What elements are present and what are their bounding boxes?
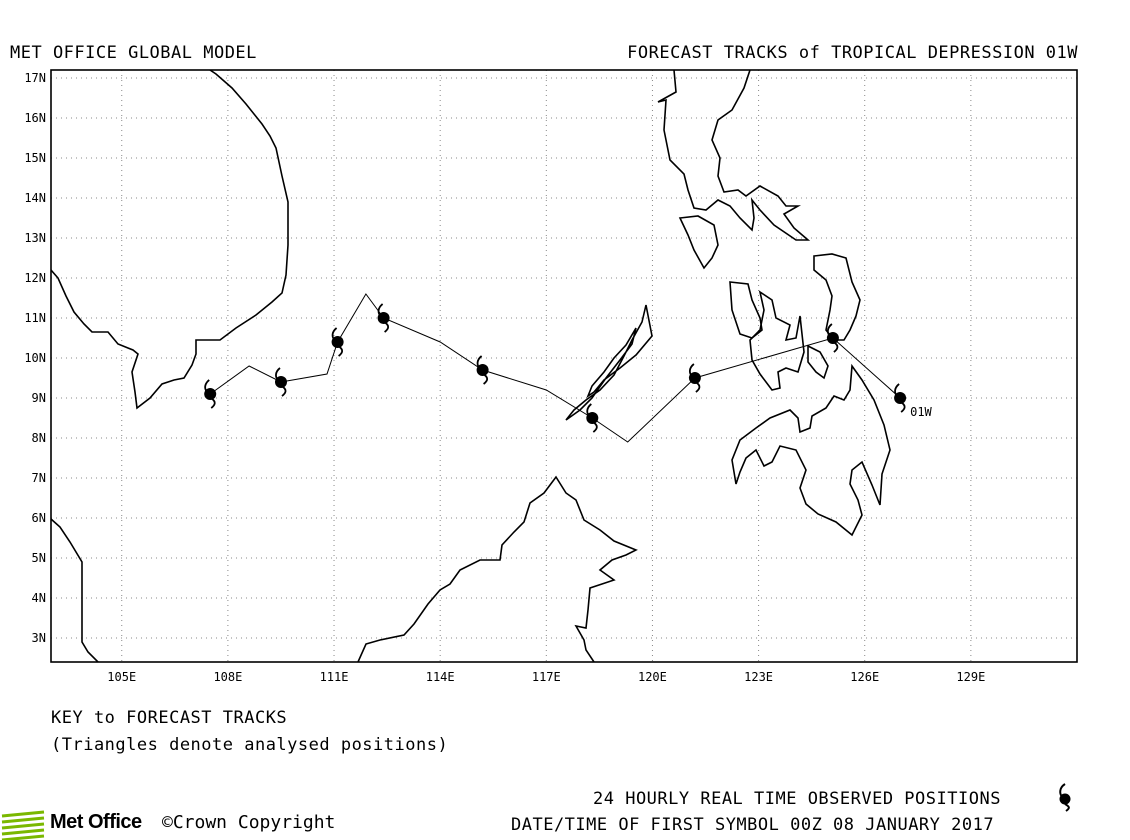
lat-tick-label: 3N [32, 631, 46, 645]
graticule [51, 70, 1077, 662]
storm-id-label: 01W [910, 405, 932, 419]
key-note: (Triangles denote analysed positions) [51, 735, 449, 755]
coastline-visayas-west [729, 281, 763, 339]
lon-tick-label: 108E [213, 670, 242, 684]
lat-tick-label: 16N [24, 111, 46, 125]
coastline-mindanao [731, 363, 891, 537]
key-title: KEY to FORECAST TRACKS [51, 708, 288, 728]
cyclone-position-icon [894, 383, 907, 413]
track-line [209, 293, 901, 443]
model-title: MET OFFICE GLOBAL MODEL [10, 43, 257, 63]
observed-positions-label: 24 HOURLY REAL TIME OBSERVED POSITIONS [593, 789, 1001, 809]
lon-tick-label: 117E [532, 670, 561, 684]
lon-tick-label: 105E [107, 670, 136, 684]
coastline-luzon [657, 70, 811, 241]
coastline-borneo [357, 475, 638, 662]
cyclone-position-icon [586, 403, 599, 433]
cyclone-position-icon [826, 323, 839, 353]
coastlines [51, 70, 891, 662]
first-symbol-datetime: DATE/TIME OF FIRST SYMBOL 00Z 08 JANUARY… [511, 815, 995, 835]
lat-tick-label: 6N [32, 511, 46, 525]
lat-tick-label: 12N [24, 271, 46, 285]
crown-copyright: ©Crown Copyright [162, 812, 336, 833]
map-frame [50, 69, 1078, 663]
coastline-malay-peninsula [51, 518, 99, 662]
cyclone-position-icon [331, 327, 344, 357]
lat-tick-label: 15N [24, 151, 46, 165]
lat-tick-label: 11N [24, 311, 46, 325]
lon-tick-label: 126E [850, 670, 879, 684]
lat-tick-label: 10N [24, 351, 46, 365]
lat-tick-label: 13N [24, 231, 46, 245]
lon-tick-label: 129E [956, 670, 985, 684]
lat-tick-label: 17N [24, 71, 46, 85]
cyclone-symbol-icon [1059, 783, 1071, 812]
lat-tick-label: 5N [32, 551, 46, 565]
forecast-track-map: 105E 108E 111E 114E 117E 120E 123E 126E 129E 3N 4N… [24, 69, 1078, 684]
lat-tick-label: 9N [32, 391, 46, 405]
coastline-mindoro [678, 215, 719, 270]
forecast-track [204, 293, 907, 443]
coastline-leyte [807, 344, 829, 380]
lat-tick-label: 14N [24, 191, 46, 205]
forecast-title: FORECAST TRACKS of TROPICAL DEPRESSION 0… [627, 43, 1078, 63]
cyclone-position-icon [204, 379, 217, 409]
met-office-logo-icon [1, 810, 45, 840]
met-office-logo-text: Met Office [50, 811, 142, 833]
coastline-indochina [51, 70, 289, 410]
lon-tick-label: 114E [426, 670, 455, 684]
cyclone-position-icon [275, 367, 287, 397]
lon-tick-label: 123E [744, 670, 773, 684]
lon-tick-label: 120E [638, 670, 667, 684]
coastline-palawan [565, 304, 653, 421]
lon-tick-label: 111E [320, 670, 349, 684]
axis-labels: 105E 108E 111E 114E 117E 120E 123E 126E 129E 3N 4N… [24, 71, 985, 684]
coastline-visayas-central [749, 290, 805, 391]
cyclone-position-icon [377, 303, 390, 333]
lat-tick-label: 4N [32, 591, 46, 605]
lat-tick-label: 8N [32, 431, 46, 445]
lat-tick-label: 7N [32, 471, 46, 485]
cyclone-position-icon [688, 363, 701, 393]
cyclone-position-icon [476, 355, 489, 385]
coastline-samar-leyte [813, 253, 861, 341]
